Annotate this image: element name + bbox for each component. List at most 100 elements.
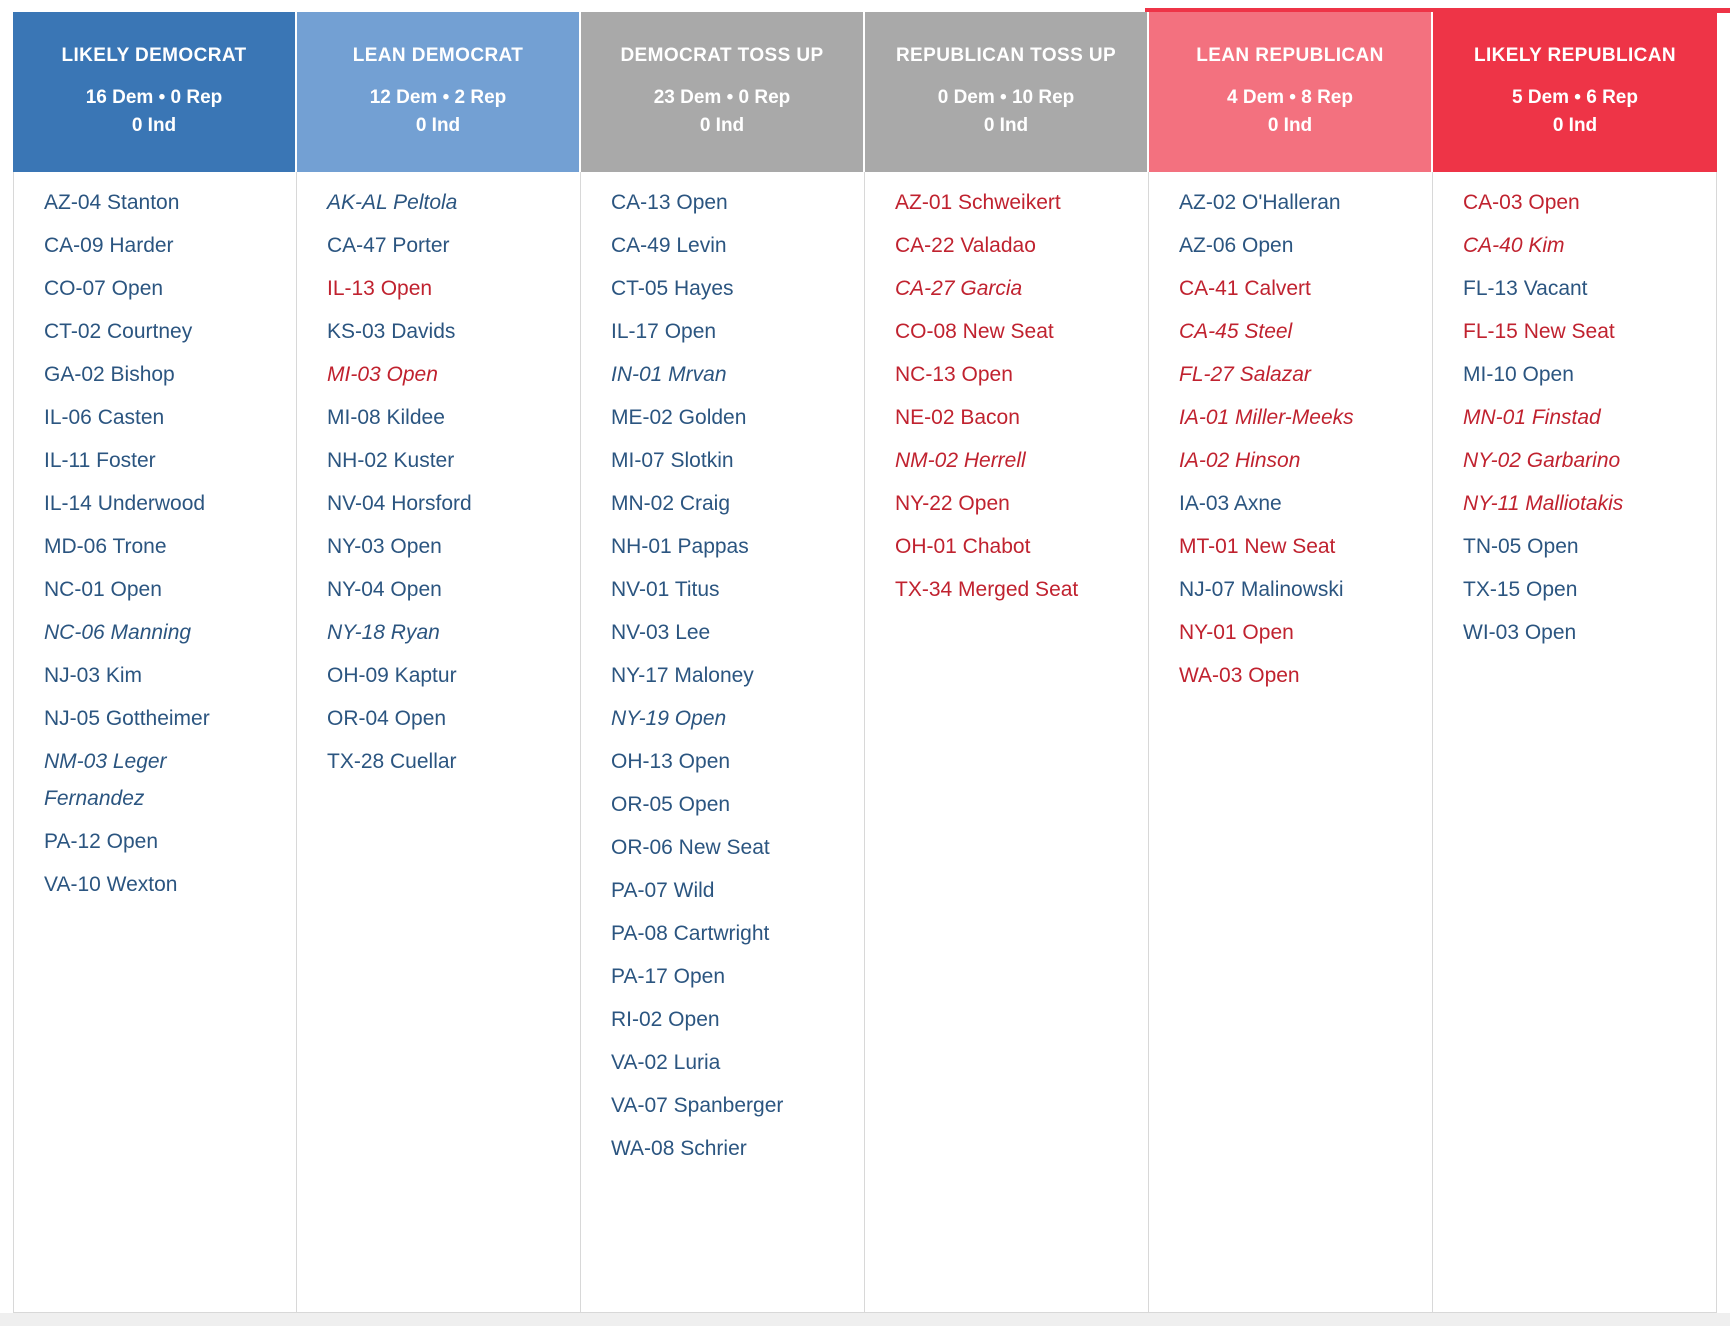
race-item: NJ-07 Malinowski	[1179, 578, 1344, 601]
race-item: OR-06 New Seat	[611, 836, 770, 859]
column-header-lean-republican: LEAN REPUBLICAN 4 Dem • 8 Rep 0 Ind	[1149, 12, 1433, 172]
top-edge-red-strip	[1145, 8, 1730, 13]
race-item: NY-11 Malliotakis	[1463, 492, 1624, 515]
race-item: IA-02 Hinson	[1179, 449, 1301, 472]
race-list-republican-toss-up: AZ-01 Schweikert CA-22 Valadao CA-27 Garci…	[865, 172, 1149, 1313]
below-table-strip	[0, 1313, 1730, 1326]
race-item: MT-01 New Seat	[1179, 535, 1336, 558]
column-counts-line2: 0 Ind	[1267, 114, 1313, 136]
column-title: LEAN DEMOCRAT	[352, 44, 524, 66]
race-item: VA-10 Wexton	[44, 873, 178, 896]
race-item: TX-34 Merged Seat	[895, 578, 1079, 601]
column-header-lean-democrat: LEAN DEMOCRAT 12 Dem • 2 Rep 0 Ind	[297, 12, 581, 172]
race-item: MI-07 Slotkin	[611, 449, 734, 472]
race-item: NY-17 Maloney	[611, 664, 754, 687]
race-item: NC-01 Open	[44, 578, 162, 601]
race-item: OR-04 Open	[327, 707, 447, 730]
column-counts-line1: 23 Dem • 0 Rep	[653, 86, 791, 108]
race-item: NE-02 Bacon	[895, 406, 1020, 429]
race-list-likely-democrat: AZ-04 Stanton CA-09 Harder CO-07 Open CT-02…	[13, 172, 297, 1313]
race-item: CA-09 Harder	[44, 234, 174, 257]
race-item: CA-22 Valadao	[895, 234, 1036, 257]
rating-column-democrat-toss-up: DEMOCRAT TOSS UP 23 Dem • 0 Rep 0 Ind CA…	[581, 12, 865, 1313]
column-counts-line1: 4 Dem • 8 Rep	[1227, 86, 1353, 108]
race-item: OH-09 Kaptur	[327, 664, 457, 687]
column-title: DEMOCRAT TOSS UP	[620, 44, 824, 66]
race-item: CA-45 Steel	[1179, 320, 1293, 343]
race-item: VA-07 Spanberger	[611, 1094, 784, 1117]
column-header-republican-toss-up: REPUBLICAN TOSS UP 0 Dem • 10 Rep 0 Ind	[865, 12, 1149, 172]
race-item: MN-01 Finstad	[1463, 406, 1601, 429]
race-item: AK-AL Peltola	[327, 191, 458, 214]
column-counts-line2: 0 Ind	[699, 114, 745, 136]
race-item: AZ-04 Stanton	[44, 191, 180, 214]
race-item: NH-01 Pappas	[611, 535, 749, 558]
race-item: CA-13 Open	[611, 191, 728, 214]
race-list-democrat-toss-up: CA-13 Open CA-49 Levin CT-05 Hayes IL-17 Op…	[581, 172, 865, 1313]
race-item: NV-01 Titus	[611, 578, 720, 601]
column-header-democrat-toss-up: DEMOCRAT TOSS UP 23 Dem • 0 Rep 0 Ind	[581, 12, 865, 172]
race-item: CA-49 Levin	[611, 234, 727, 257]
race-item: NY-22 Open	[895, 492, 1010, 515]
race-item: NY-01 Open	[1179, 621, 1294, 644]
race-item: NY-03 Open	[327, 535, 442, 558]
race-item: AZ-02 O'Halleran	[1179, 191, 1341, 214]
race-item: NM-02 Herrell	[895, 449, 1026, 472]
race-item: PA-08 Cartwright	[611, 922, 770, 945]
race-item: IL-11 Foster	[44, 449, 156, 472]
rating-column-lean-democrat: LEAN DEMOCRAT 12 Dem • 2 Rep 0 Ind AK-AL…	[297, 12, 581, 1313]
race-list-likely-republican: CA-03 Open CA-40 Kim FL-13 Vacant FL-15 New…	[1433, 172, 1717, 1313]
race-item: GA-02 Bishop	[44, 363, 175, 386]
race-item: IA-03 Axne	[1179, 492, 1282, 515]
column-counts-line1: 16 Dem • 0 Rep	[85, 86, 223, 108]
race-item: OH-01 Chabot	[895, 535, 1031, 558]
race-item: CA-27 Garcia	[895, 277, 1023, 300]
race-item: NY-18 Ryan	[327, 621, 440, 644]
race-item: MI-10 Open	[1463, 363, 1574, 386]
column-counts-line2: 0 Ind	[983, 114, 1029, 136]
race-item: MI-03 Open	[327, 363, 438, 386]
column-counts-line2: 0 Ind	[131, 114, 177, 136]
race-item: NM-03 Leger Fernandez	[44, 750, 167, 810]
rating-column-likely-republican: LIKELY REPUBLICAN 5 Dem • 6 Rep 0 Ind CA…	[1433, 12, 1717, 1313]
race-item: MD-06 Trone	[44, 535, 167, 558]
race-item: TX-28 Cuellar	[327, 750, 457, 773]
race-item: PA-07 Wild	[611, 879, 715, 902]
race-item: NC-13 Open	[895, 363, 1013, 386]
race-item: IN-01 Mrvan	[611, 363, 727, 386]
race-item: VA-02 Luria	[611, 1051, 721, 1074]
race-item: IL-14 Underwood	[44, 492, 206, 515]
race-item: FL-15 New Seat	[1463, 320, 1615, 343]
race-item: IL-13 Open	[327, 277, 433, 300]
race-item: NJ-03 Kim	[44, 664, 143, 687]
race-item: CT-02 Courtney	[44, 320, 193, 343]
column-title: LEAN REPUBLICAN	[1196, 44, 1384, 66]
column-counts-line2: 0 Ind	[1552, 114, 1598, 136]
race-item: PA-17 Open	[611, 965, 726, 988]
race-item: CA-40 Kim	[1463, 234, 1565, 257]
race-item: NC-06 Manning	[44, 621, 192, 644]
race-item: OH-13 Open	[611, 750, 731, 773]
race-item: AZ-01 Schweikert	[895, 191, 1061, 214]
race-item: CO-08 New Seat	[895, 320, 1054, 343]
race-item: FL-13 Vacant	[1463, 277, 1588, 300]
column-counts-line1: 5 Dem • 6 Rep	[1512, 86, 1638, 108]
rating-column-lean-republican: LEAN REPUBLICAN 4 Dem • 8 Rep 0 Ind AZ-0…	[1149, 12, 1433, 1313]
race-item: WA-08 Schrier	[611, 1137, 747, 1160]
race-item: PA-12 Open	[44, 830, 159, 853]
race-item: CA-47 Porter	[327, 234, 450, 257]
race-item: NH-02 Kuster	[327, 449, 455, 472]
race-item: WI-03 Open	[1463, 621, 1577, 644]
race-item: AZ-06 Open	[1179, 234, 1294, 257]
race-item: WA-03 Open	[1179, 664, 1300, 687]
race-item: CA-41 Calvert	[1179, 277, 1311, 300]
column-title: LIKELY REPUBLICAN	[1473, 44, 1677, 66]
race-item: CA-03 Open	[1463, 191, 1580, 214]
race-list-lean-democrat: AK-AL Peltola CA-47 Porter IL-13 Open KS-03…	[297, 172, 581, 1313]
race-item: TX-15 Open	[1463, 578, 1578, 601]
race-item: CO-07 Open	[44, 277, 164, 300]
race-list-lean-republican: AZ-02 O'Halleran AZ-06 Open CA-41 Calvert C…	[1149, 172, 1433, 1313]
ratings-board: LIKELY DEMOCRAT 16 Dem • 0 Rep 0 Ind AZ-…	[13, 12, 1717, 1313]
race-item: MN-02 Craig	[611, 492, 731, 515]
